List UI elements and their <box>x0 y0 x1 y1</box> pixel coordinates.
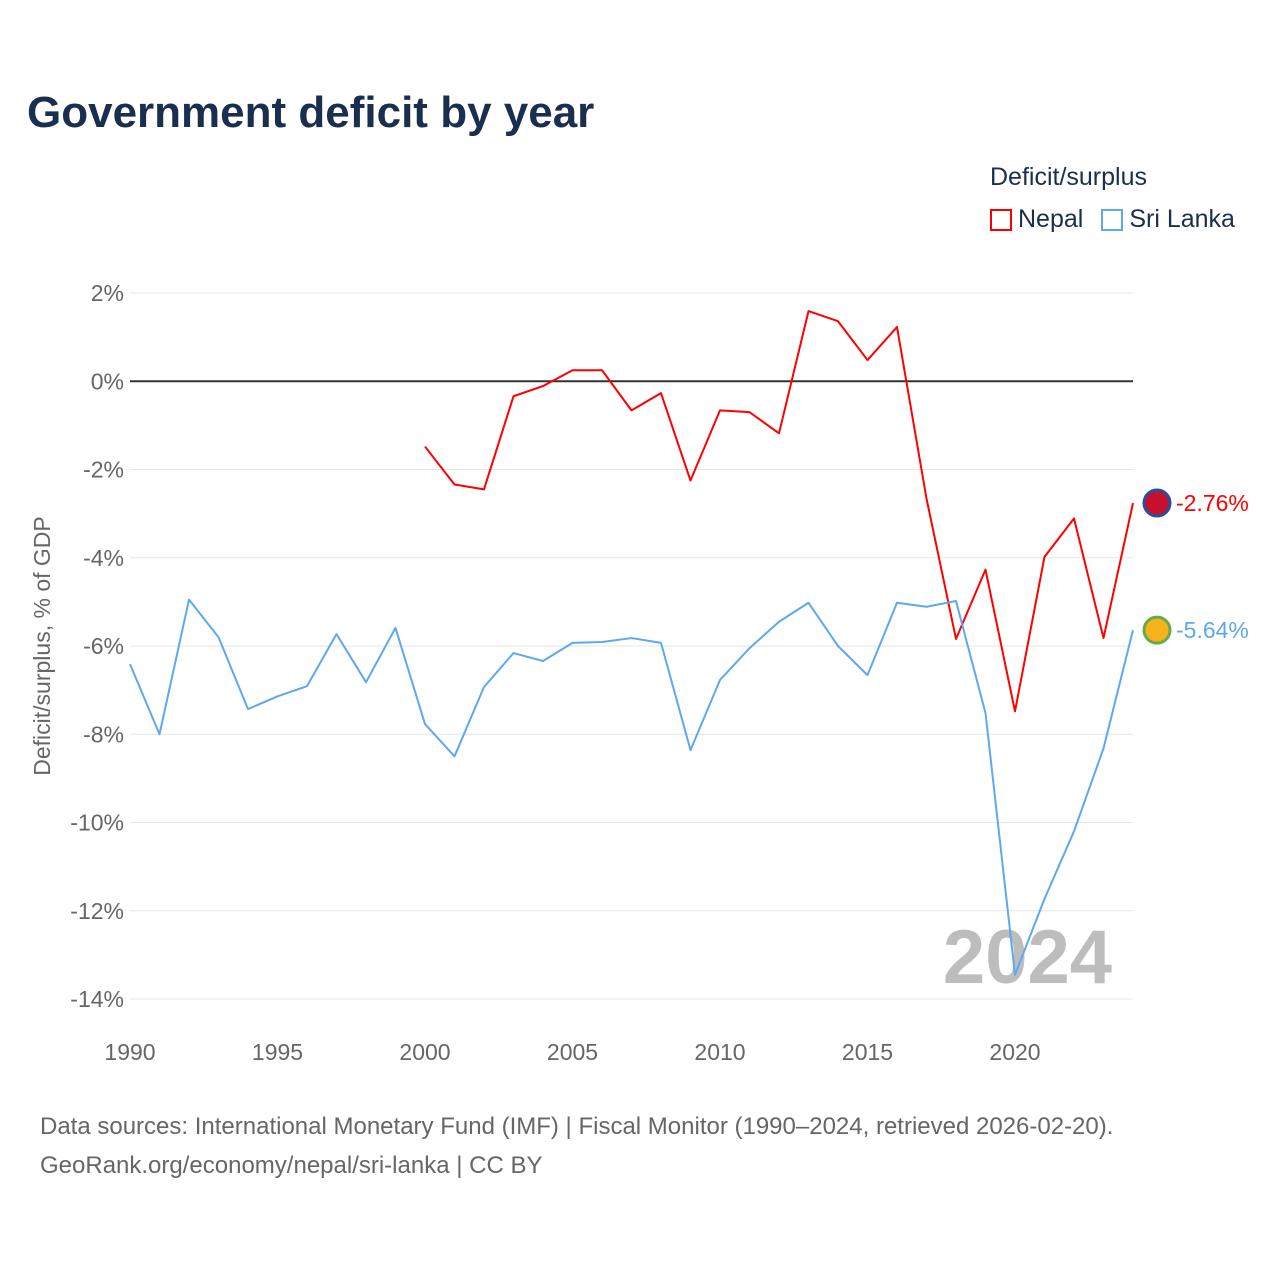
y-tick-label: -4% <box>83 545 124 571</box>
x-tick-label: 2005 <box>547 1039 598 1065</box>
legend-label-sri-lanka: Sri Lanka <box>1129 205 1235 233</box>
legend: Nepal Sri Lanka <box>990 205 1235 234</box>
end-label-sri-lanka: -5.64% <box>1176 617 1249 643</box>
x-tick-label: 2015 <box>842 1039 893 1065</box>
flag-sri-lanka-icon <box>1142 615 1172 645</box>
y-tick-label: 0% <box>91 368 124 394</box>
legend-item-nepal[interactable]: Nepal <box>990 205 1083 234</box>
legend-swatch-sri-lanka <box>1101 208 1124 231</box>
y-tick-label: -14% <box>70 986 124 1012</box>
y-tick-label: -12% <box>70 898 124 924</box>
x-tick-label: 2000 <box>399 1039 450 1065</box>
y-tick-label: -8% <box>83 721 124 747</box>
x-tick-label: 1990 <box>104 1039 155 1065</box>
y-axis-label: Deficit/surplus, % of GDP <box>29 516 55 775</box>
y-tick-label: 2% <box>91 280 124 306</box>
legend-item-sri-lanka[interactable]: Sri Lanka <box>1101 205 1235 234</box>
y-tick-label: -2% <box>83 457 124 483</box>
series-line-nepal <box>424 310 1134 713</box>
year-watermark: 2024 <box>943 915 1112 1000</box>
x-tick-label: 1995 <box>252 1039 303 1065</box>
legend-label-nepal: Nepal <box>1018 205 1084 233</box>
y-tick-label: -6% <box>83 633 124 659</box>
source-line-1: Data sources: International Monetary Fun… <box>40 1113 1114 1140</box>
flag-nepal-icon <box>1142 488 1172 518</box>
legend-swatch-nepal <box>990 208 1012 231</box>
legend-title: Deficit/surplus <box>990 163 1147 191</box>
source-note: Data sources: International Monetary Fun… <box>40 1107 1113 1185</box>
series-line-sri-lanka <box>129 598 1134 976</box>
x-tick-label: 2020 <box>989 1039 1040 1065</box>
end-label-nepal: -2.76% <box>1176 490 1249 516</box>
source-line-2[interactable]: GeoRank.org/economy/nepal/sri-lanka | CC… <box>40 1152 543 1179</box>
y-tick-label: -10% <box>70 810 124 836</box>
x-tick-label: 2010 <box>694 1039 745 1065</box>
chart-title: Government deficit by year <box>27 88 595 137</box>
